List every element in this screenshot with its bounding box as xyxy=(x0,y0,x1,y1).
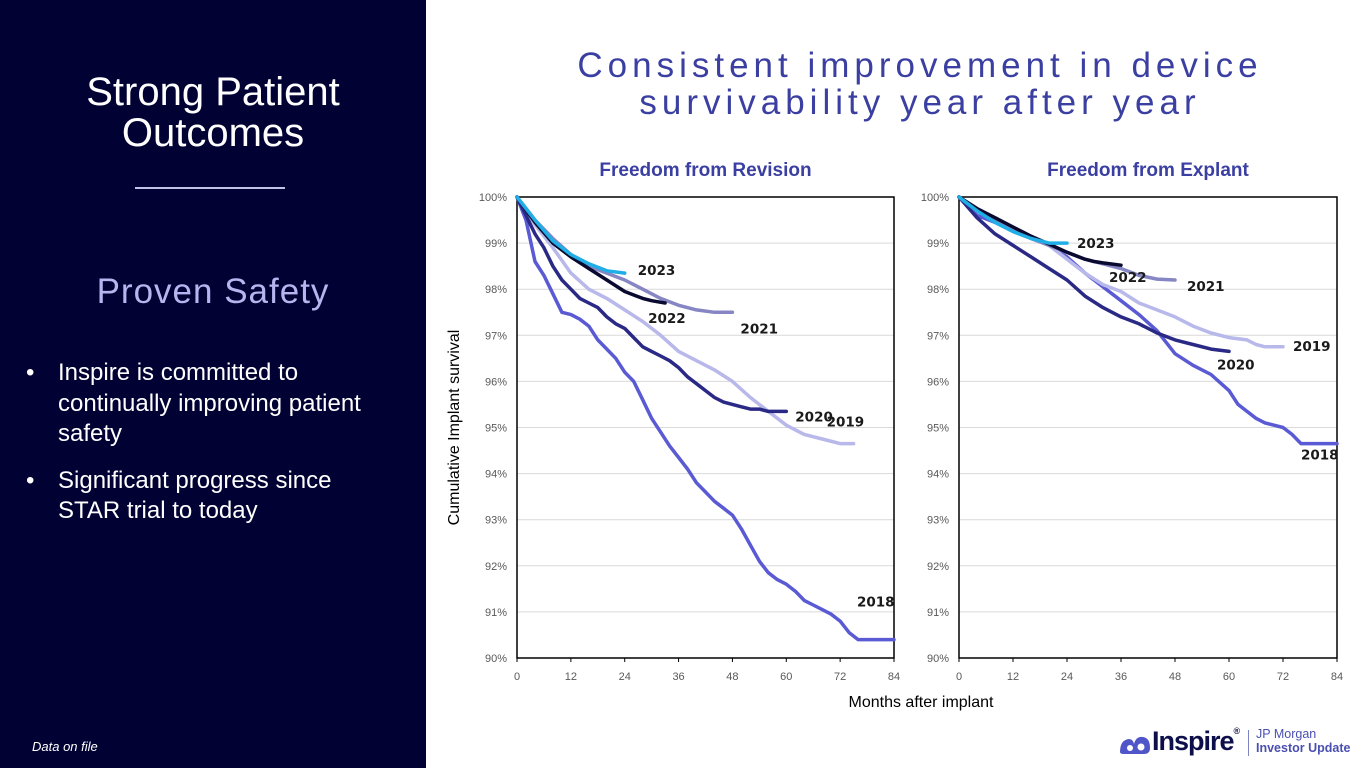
x-tick-label: 0 xyxy=(956,671,962,683)
y-tick-label: 100% xyxy=(921,192,949,204)
lungs-icon xyxy=(1120,736,1150,754)
y-tick-label: 91% xyxy=(927,607,949,619)
slide-title-line2: survivability year after year xyxy=(639,83,1201,122)
panel-title: Freedom from Explant xyxy=(1047,160,1249,181)
sidebar-title-line1: Strong Patient xyxy=(86,70,340,114)
logo-event-line2: Investor Update xyxy=(1256,741,1351,755)
series-line-2021 xyxy=(515,195,735,315)
series-label-2022: 2022 xyxy=(648,311,686,327)
bullet-text: Inspire is committed to continually impr… xyxy=(58,359,361,447)
bullet-marker: • xyxy=(26,466,35,494)
series-label-2021: 2021 xyxy=(1187,279,1225,295)
bullet-item: • Significant progress since STAR trial … xyxy=(26,466,396,527)
x-tick-label: 60 xyxy=(780,671,792,683)
company-logo: Inspire® JP Morgan Investor Update xyxy=(1118,724,1358,764)
plot-frame xyxy=(516,196,895,659)
x-tick-label: 24 xyxy=(619,671,631,683)
y-tick-label: 90% xyxy=(927,653,949,665)
x-tick-label: 36 xyxy=(672,671,684,683)
series-label-2023: 2023 xyxy=(1077,236,1115,252)
y-tick-label: 90% xyxy=(485,653,507,665)
panel-title: Freedom from Revision xyxy=(599,160,811,181)
y-tick-label: 92% xyxy=(485,561,507,573)
series-line-2021 xyxy=(957,195,1177,282)
x-tick-label: 12 xyxy=(1007,671,1019,683)
series-line-2020 xyxy=(515,195,789,414)
x-tick-label: 84 xyxy=(888,671,900,683)
logo-brand: Inspire xyxy=(1152,726,1235,756)
y-tick-label: 95% xyxy=(485,423,507,435)
y-tick-label: 98% xyxy=(485,284,507,296)
series-label-2018: 2018 xyxy=(857,595,895,611)
bullet-marker: • xyxy=(26,359,35,386)
x-tick-label: 72 xyxy=(834,671,846,683)
logo-divider xyxy=(1248,730,1249,756)
x-tick-label: 48 xyxy=(726,671,738,683)
y-tick-label: 96% xyxy=(485,376,507,388)
series-line-2019 xyxy=(515,195,856,446)
bullet-item: • Inspire is committed to continually im… xyxy=(26,358,396,450)
sidebar-title: Strong Patient Outcomes xyxy=(0,72,426,154)
y-tick-label: 98% xyxy=(927,284,949,296)
series-label-2018: 2018 xyxy=(1301,448,1339,464)
y-tick-label: 97% xyxy=(927,330,949,342)
sidebar-subtitle: Proven Safety xyxy=(96,272,330,311)
y-tick-label: 93% xyxy=(485,515,507,527)
sidebar-title-line2: Outcomes xyxy=(121,111,305,155)
y-axis-label: Cumulative Implant survival xyxy=(446,330,463,526)
logo-event-line1: JP Morgan xyxy=(1256,727,1317,741)
y-tick-label: 97% xyxy=(485,330,507,342)
y-tick-label: 99% xyxy=(927,238,949,250)
sidebar: Strong Patient Outcomes Proven Safety • … xyxy=(0,0,426,768)
x-axis-label: Months after implant xyxy=(849,694,995,711)
logo-wordmark: Inspire® xyxy=(1152,726,1240,757)
x-tick-label: 12 xyxy=(565,671,577,683)
y-tick-label: 95% xyxy=(927,423,949,435)
bullet-list: • Inspire is committed to continually im… xyxy=(26,358,396,543)
slide-title-line1: Consistent improvement in device xyxy=(577,46,1263,85)
x-tick-label: 84 xyxy=(1331,671,1343,683)
series-label-2020: 2020 xyxy=(1217,357,1255,373)
x-tick-label: 36 xyxy=(1115,671,1127,683)
series-label-2023: 2023 xyxy=(638,263,676,279)
x-tick-label: 0 xyxy=(514,671,520,683)
y-tick-label: 94% xyxy=(927,469,949,481)
series-line-2022 xyxy=(957,195,1123,267)
y-tick-label: 94% xyxy=(485,469,507,481)
series-line-2023 xyxy=(957,195,1069,245)
series-label-2019: 2019 xyxy=(827,415,865,431)
plot-frame xyxy=(958,196,1338,659)
footnote: Data on file xyxy=(32,739,98,754)
x-tick-label: 60 xyxy=(1223,671,1235,683)
y-tick-label: 96% xyxy=(927,376,949,388)
logo-registered: ® xyxy=(1233,726,1241,736)
series-label-2022: 2022 xyxy=(1109,270,1147,286)
y-tick-label: 100% xyxy=(479,192,507,204)
series-line-2018 xyxy=(515,195,896,642)
series-line-2020 xyxy=(957,195,1231,354)
y-tick-label: 91% xyxy=(485,607,507,619)
bullet-text: Significant progress since STAR trial to… xyxy=(58,466,332,525)
x-tick-label: 72 xyxy=(1277,671,1289,683)
slide-title: Consistent improvement in device surviva… xyxy=(500,47,1340,121)
x-tick-label: 48 xyxy=(1169,671,1181,683)
series-label-2019: 2019 xyxy=(1293,339,1331,355)
sidebar-divider xyxy=(135,187,285,189)
series-line-2022 xyxy=(515,195,667,305)
y-tick-label: 92% xyxy=(927,561,949,573)
y-tick-label: 99% xyxy=(485,238,507,250)
x-tick-label: 24 xyxy=(1061,671,1073,683)
survival-charts: 90% 91% 92% 93% 94% 95% 96% 97% 98% 99% 100% 0 12 24 3… xyxy=(446,160,1343,711)
series-line-2023 xyxy=(515,195,627,275)
series-label-2020: 2020 xyxy=(795,409,833,425)
series-label-2021: 2021 xyxy=(740,321,778,337)
y-tick-label: 93% xyxy=(927,515,949,527)
